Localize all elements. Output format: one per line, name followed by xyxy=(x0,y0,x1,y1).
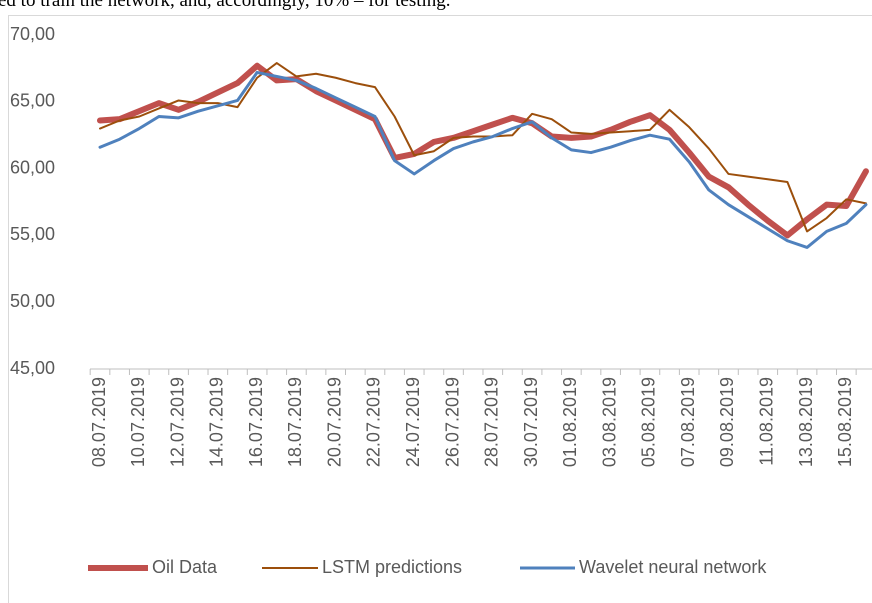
x-tick-label: 12.07.2019 xyxy=(167,377,187,467)
x-tick-label: 18.07.2019 xyxy=(285,377,305,467)
x-tick-label: 10.07.2019 xyxy=(128,377,148,467)
x-tick-label: 30.07.2019 xyxy=(521,377,541,467)
x-tick-label: 05.08.2019 xyxy=(639,377,659,467)
legend-label: Oil Data xyxy=(152,557,218,577)
x-tick-label: 08.07.2019 xyxy=(89,377,109,467)
y-tick-label: 55,00 xyxy=(10,224,55,244)
y-tick-label: 45,00 xyxy=(10,358,55,378)
x-tick-label: 24.07.2019 xyxy=(403,377,423,467)
legend-label: Wavelet neural network xyxy=(579,557,767,577)
chart-frame xyxy=(8,15,872,603)
x-tick-label: 26.07.2019 xyxy=(442,377,462,467)
x-tick-label: 09.08.2019 xyxy=(717,377,737,467)
x-tick-label: 13.08.2019 xyxy=(796,377,816,467)
x-tick-label: 14.07.2019 xyxy=(207,377,227,467)
y-tick-label: 65,00 xyxy=(10,91,55,111)
series-line xyxy=(97,62,869,239)
legend-label: LSTM predictions xyxy=(322,557,462,577)
x-tick-label: 22.07.2019 xyxy=(364,377,384,467)
series-line xyxy=(99,62,867,233)
x-tick-label: 03.08.2019 xyxy=(599,377,619,467)
x-tick-label: 20.07.2019 xyxy=(324,377,344,467)
x-tick-label: 15.08.2019 xyxy=(835,377,855,467)
x-tick-label: 01.08.2019 xyxy=(560,377,580,467)
y-tick-label: 70,00 xyxy=(10,24,55,44)
x-tick-label: 07.08.2019 xyxy=(678,377,698,467)
series-line xyxy=(98,70,868,249)
x-tick-label: 28.07.2019 xyxy=(482,377,502,467)
y-tick-label: 60,00 xyxy=(10,157,55,177)
caption-text: ed to train the network, and, accordingl… xyxy=(0,0,451,11)
y-tick-label: 50,00 xyxy=(10,291,55,311)
x-tick-label: 16.07.2019 xyxy=(246,377,266,467)
x-tick-label: 11.08.2019 xyxy=(757,377,777,466)
